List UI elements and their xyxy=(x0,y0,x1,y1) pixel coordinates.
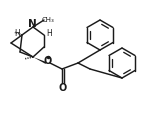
Text: CH₃: CH₃ xyxy=(42,17,54,23)
Text: H: H xyxy=(46,29,52,38)
Text: O: O xyxy=(59,82,67,92)
Text: H: H xyxy=(14,29,20,38)
Polygon shape xyxy=(33,58,46,64)
Text: N: N xyxy=(28,19,36,29)
Text: O: O xyxy=(44,56,52,66)
